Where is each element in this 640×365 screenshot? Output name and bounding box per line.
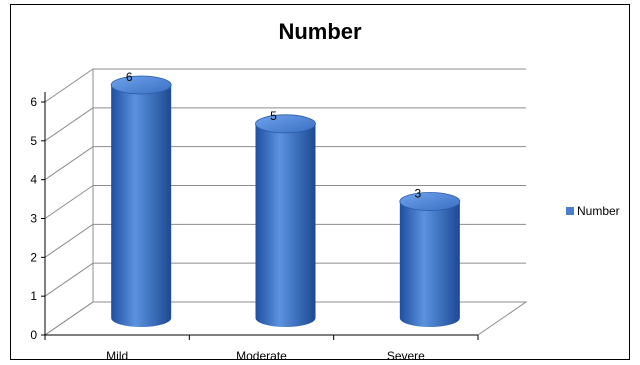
y-tick-label: 6 (30, 95, 37, 109)
data-label: 5 (270, 109, 277, 123)
y-tick-label: 1 (30, 289, 37, 303)
y-tick-label: 4 (30, 173, 37, 187)
y-tick-label: 5 (30, 134, 37, 148)
data-label: 6 (126, 70, 133, 84)
bar-cap (399, 192, 461, 211)
gridline-depth (44, 223, 94, 258)
y-tick-label: 3 (30, 212, 37, 226)
gridline-depth (44, 68, 94, 103)
legend: Number (566, 204, 620, 218)
gridline-depth (44, 262, 94, 297)
bar-mild (111, 85, 172, 327)
legend-swatch (566, 207, 574, 215)
gridline-depth (44, 107, 94, 142)
bar-cap (255, 114, 316, 134)
y-tick-label: 0 (30, 328, 37, 342)
bar-severe (399, 201, 460, 327)
axis-layer (41, 92, 479, 340)
bar-moderate (255, 123, 316, 327)
x-tick-label: Mild (106, 349, 128, 363)
legend-label: Number (577, 204, 620, 218)
label-layer: 0 1 2 3 4 5 6 Mild Moderate Severe 6 5 3 (30, 70, 425, 363)
data-label: 3 (414, 187, 421, 201)
x-tick-label: Severe (387, 349, 425, 363)
y-tick-label: 2 (30, 250, 37, 264)
bar-layer (110, 75, 461, 327)
bar-cap (110, 75, 172, 95)
x-tick-label: Moderate (236, 349, 287, 363)
chart-title: Number (278, 19, 362, 44)
gridline-depth (44, 185, 94, 219)
gridline-depth (44, 146, 94, 181)
